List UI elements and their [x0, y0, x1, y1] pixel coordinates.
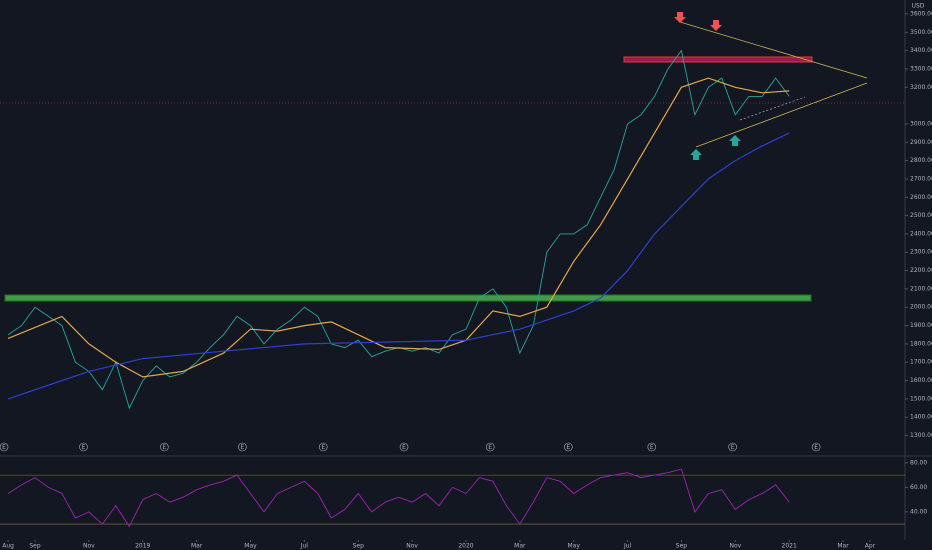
- x-tick-label: Mar: [191, 543, 203, 550]
- x-tick-label: 2019: [135, 543, 150, 550]
- x-tick-label: May: [244, 543, 257, 550]
- earnings-label: E: [402, 444, 406, 451]
- arrow-down: [674, 12, 686, 23]
- y-tick-label: 1300.00: [910, 432, 932, 439]
- y-tick-label: 1800.00: [910, 340, 932, 347]
- x-tick-label: Aug: [2, 543, 14, 550]
- y-tick-label: 2500.00: [910, 212, 932, 219]
- x-tick-label: Nov: [83, 543, 95, 550]
- earnings-marker: [318, 442, 328, 452]
- y-tick-label: 1600.00: [910, 377, 932, 384]
- y-tick-label: 3500.00: [910, 29, 932, 36]
- x-tick-label: 2020: [458, 543, 473, 550]
- x-tick-label: Mar: [514, 543, 526, 550]
- earnings-label: E: [82, 444, 86, 451]
- triangle-lower: [695, 82, 868, 148]
- earnings-marker: [399, 442, 409, 452]
- y-tick-label: 1700.00: [910, 359, 932, 366]
- arrow-up: [729, 135, 741, 146]
- x-tick-label: Sep: [29, 543, 41, 550]
- x-tick-label: Sep: [676, 543, 688, 550]
- earnings-marker: [647, 442, 657, 452]
- arrow-up: [690, 149, 702, 160]
- x-tick-label: Sep: [353, 543, 365, 550]
- x-tick-label: 2021: [782, 543, 797, 550]
- series-line: [7, 77, 790, 378]
- earnings-marker: [238, 442, 247, 452]
- trend-line: [739, 96, 806, 121]
- x-tick-label: Nov: [729, 543, 741, 550]
- y-tick-label: 2000.00: [910, 304, 932, 311]
- earnings-label: E: [650, 444, 654, 451]
- x-tick-label: Nov: [406, 543, 418, 550]
- support-zone: [4, 294, 812, 302]
- earnings-marker: [79, 442, 88, 452]
- earnings-marker: [160, 442, 169, 452]
- earnings-marker: [811, 442, 821, 452]
- earnings-label: E: [2, 444, 6, 451]
- x-tick-label: Jul: [300, 543, 309, 550]
- series-line: [7, 132, 790, 400]
- arrow-down: [710, 20, 722, 31]
- x-tick-label: May: [568, 543, 581, 550]
- x-tick-label: Jul: [623, 543, 632, 550]
- earnings-label: E: [566, 444, 570, 451]
- y-tick-label: 3300.00: [910, 65, 932, 72]
- y-tick-label: 2700.00: [910, 175, 932, 182]
- y-tick-label: 2200.00: [910, 267, 932, 274]
- earnings-label: E: [321, 444, 325, 451]
- earnings-label: E: [241, 444, 245, 451]
- x-tick-label: Apr: [865, 543, 876, 550]
- earnings-label: E: [162, 444, 166, 451]
- y-tick-label: 2600.00: [910, 194, 932, 201]
- earnings-marker: [0, 442, 9, 452]
- y-tick-label: 3200.00: [910, 84, 932, 91]
- y-tick-label: 1900.00: [910, 322, 932, 329]
- resistance-zone: [623, 56, 813, 63]
- unit-label: USD: [912, 3, 925, 10]
- y-tick-label: 3000.00: [910, 120, 932, 127]
- rsi-tick-label: 60.00: [910, 484, 927, 491]
- earnings-marker: [564, 442, 573, 452]
- earnings-label: E: [488, 444, 492, 451]
- rsi-line: [7, 468, 790, 528]
- y-tick-label: 2900.00: [910, 139, 932, 146]
- y-tick-label: 2800.00: [910, 157, 932, 164]
- earnings-marker: [728, 442, 737, 452]
- y-tick-label: 3600.00: [910, 10, 932, 17]
- rsi-tick-label: 80.00: [910, 459, 927, 466]
- y-tick-label: 2400.00: [910, 230, 932, 237]
- earnings-label: E: [814, 444, 818, 451]
- y-tick-label: 2300.00: [910, 249, 932, 256]
- triangle-upper: [679, 21, 868, 79]
- earnings-label: E: [731, 444, 735, 451]
- y-tick-label: 2100.00: [910, 285, 932, 292]
- y-tick-label: 1500.00: [910, 395, 932, 402]
- y-tick-label: 3400.00: [910, 47, 932, 54]
- rsi-tick-label: 40.00: [910, 508, 927, 515]
- earnings-marker: [485, 442, 495, 452]
- x-tick-label: Mar: [837, 543, 849, 550]
- y-tick-label: 1400.00: [910, 414, 932, 421]
